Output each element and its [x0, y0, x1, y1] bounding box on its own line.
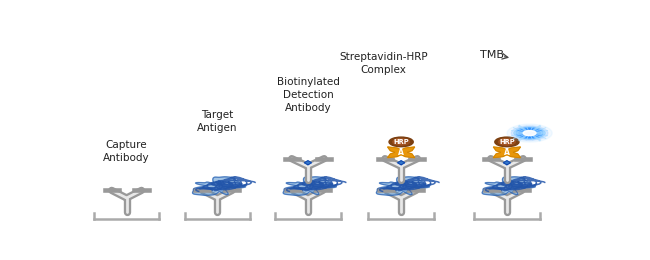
Text: A: A: [504, 148, 510, 157]
Circle shape: [519, 129, 540, 137]
Text: HRP: HRP: [393, 139, 409, 145]
Polygon shape: [504, 147, 521, 153]
Circle shape: [396, 140, 406, 144]
Text: Biotinylated
Detection
Antibody: Biotinylated Detection Antibody: [276, 77, 339, 113]
Polygon shape: [376, 177, 430, 196]
Circle shape: [523, 131, 536, 136]
Polygon shape: [504, 151, 521, 158]
Circle shape: [395, 139, 402, 142]
Text: Target
Antigen: Target Antigen: [197, 110, 237, 133]
Circle shape: [393, 139, 410, 145]
Polygon shape: [398, 151, 415, 158]
Polygon shape: [387, 147, 404, 153]
Circle shape: [389, 137, 413, 147]
Polygon shape: [398, 161, 405, 165]
Text: TMB: TMB: [480, 50, 504, 60]
Text: Capture
Antibody: Capture Antibody: [103, 140, 150, 163]
Polygon shape: [304, 161, 311, 165]
Circle shape: [500, 139, 508, 142]
Polygon shape: [398, 147, 415, 153]
Circle shape: [396, 150, 406, 154]
Polygon shape: [493, 151, 510, 158]
Circle shape: [495, 137, 519, 147]
Polygon shape: [493, 147, 510, 153]
Text: A: A: [398, 148, 404, 157]
Circle shape: [502, 140, 512, 144]
Circle shape: [502, 150, 512, 154]
Polygon shape: [192, 177, 246, 196]
Text: HRP: HRP: [499, 139, 515, 145]
Circle shape: [514, 127, 545, 139]
Polygon shape: [283, 177, 336, 196]
Circle shape: [499, 139, 515, 145]
Polygon shape: [503, 161, 510, 165]
Circle shape: [516, 128, 543, 138]
Circle shape: [507, 124, 552, 142]
Polygon shape: [482, 177, 535, 196]
Polygon shape: [387, 151, 404, 158]
Circle shape: [512, 126, 548, 140]
Text: Streptavidin-HRP
Complex: Streptavidin-HRP Complex: [339, 52, 428, 75]
